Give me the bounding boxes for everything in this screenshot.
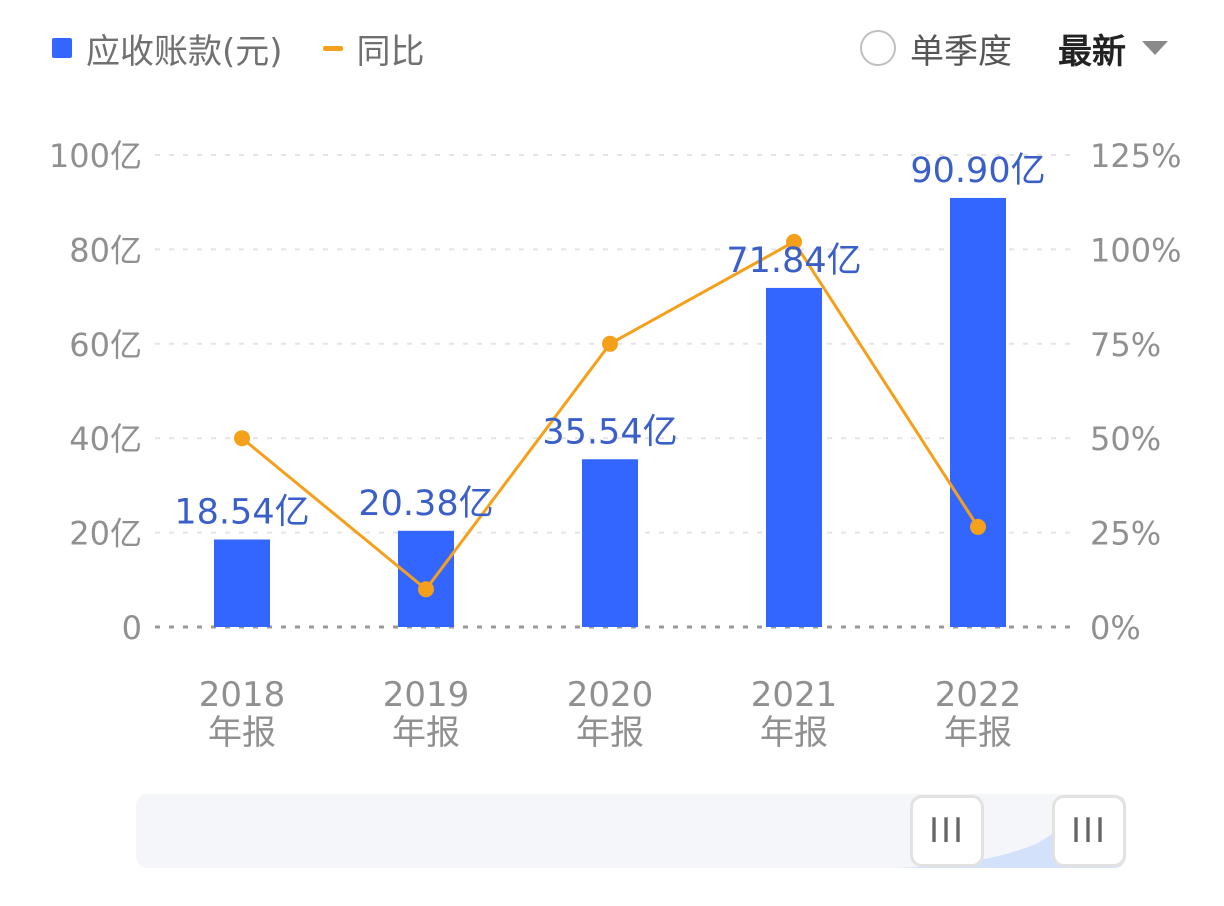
x-tick-label: 2022 xyxy=(935,675,1022,715)
y-right-tick-label: 0% xyxy=(1090,609,1141,647)
bar-data-label: 18.54亿 xyxy=(174,492,309,532)
yoy-point xyxy=(970,518,986,535)
bar-receivables xyxy=(214,539,270,627)
bars-layer xyxy=(214,197,1006,627)
x-tick-label: 年报 xyxy=(944,713,1012,753)
chart-legend: 应收账款(元) 同比 xyxy=(52,24,465,72)
chart-canvas: 0 20亿 40亿 60亿 80亿 100亿 0% 25% 50% 75% 100% 125% 2018… xyxy=(49,137,1182,753)
y-right-tick-label: 125% xyxy=(1090,137,1181,175)
x-tick-label: 2018 xyxy=(199,675,286,715)
chart-controls: 单季度 最新 xyxy=(860,24,1168,72)
x-tick-label: 2020 xyxy=(567,675,654,715)
bar-receivables xyxy=(766,287,822,627)
labels-layer: 0 20亿 40亿 60亿 80亿 100亿 0% 25% 50% 75% 100% 125% 2018… xyxy=(49,137,1182,753)
sort-dropdown-label[interactable]: 最新 xyxy=(1058,31,1126,72)
y-right-tick-label: 100% xyxy=(1090,231,1181,269)
bar-receivables xyxy=(582,459,638,627)
slider-right-handle[interactable]: III xyxy=(1052,795,1126,867)
y-right-tick-label: 25% xyxy=(1090,515,1161,553)
legend-label-receivables: 应收账款(元) xyxy=(86,31,283,72)
y-left-tick-label: 20亿 xyxy=(69,515,142,553)
legend-label-yoy: 同比 xyxy=(356,31,425,72)
caret-down-icon[interactable] xyxy=(1142,41,1168,55)
y-left-tick-label: 60亿 xyxy=(69,326,142,364)
slider-preview-area xyxy=(136,796,1126,868)
yoy-line-layer xyxy=(234,233,986,598)
slider-left-handle[interactable]: III xyxy=(910,795,984,867)
y-right-tick-label: 75% xyxy=(1090,326,1161,364)
line-swatch-icon xyxy=(322,45,343,51)
bar-data-label: 35.54亿 xyxy=(542,412,677,452)
bar-receivables xyxy=(950,197,1006,627)
y-left-tick-label: 100亿 xyxy=(49,137,142,175)
y-left-tick-label: 0 xyxy=(122,609,142,647)
yoy-point xyxy=(602,335,618,352)
x-tick-label: 2021 xyxy=(751,675,838,715)
y-left-tick-label: 40亿 xyxy=(69,420,142,458)
yoy-point xyxy=(786,233,802,250)
sort-dropdown[interactable]: 最新 xyxy=(1058,24,1168,73)
legend-item-receivables[interactable]: 应收账款(元) xyxy=(52,24,283,73)
quarter-radio-label[interactable]: 单季度 xyxy=(910,31,1012,72)
x-tick-label: 年报 xyxy=(576,713,644,753)
bar-data-label: 71.84亿 xyxy=(726,241,861,281)
bar-swatch-icon xyxy=(52,38,72,58)
x-tick-label: 2019 xyxy=(383,675,470,715)
bar-receivables xyxy=(398,530,454,627)
yoy-point xyxy=(418,581,434,598)
quarter-radio[interactable] xyxy=(860,30,896,66)
yoy-point xyxy=(234,430,250,447)
y-left-tick-label: 80亿 xyxy=(69,231,142,269)
bar-data-label: 20.38亿 xyxy=(358,484,493,524)
y-right-tick-label: 50% xyxy=(1090,420,1161,458)
x-tick-label: 年报 xyxy=(208,713,276,753)
bar-data-label: 90.90亿 xyxy=(910,151,1045,191)
legend-item-yoy[interactable]: 同比 xyxy=(322,24,425,73)
x-tick-label: 年报 xyxy=(392,713,460,753)
x-tick-label: 年报 xyxy=(760,713,828,753)
